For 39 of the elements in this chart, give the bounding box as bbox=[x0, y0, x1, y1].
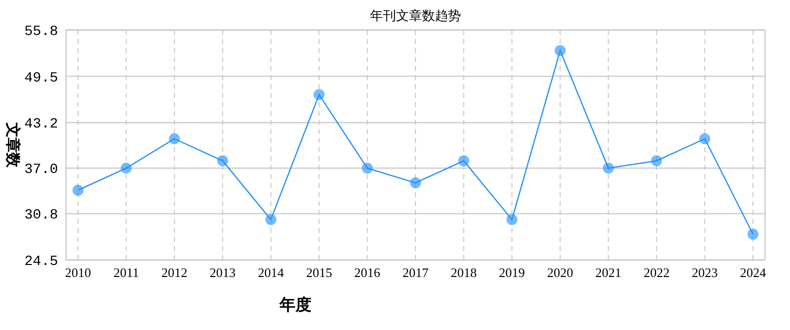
point bbox=[217, 155, 228, 166]
x-tick-label: 2020 bbox=[547, 265, 574, 280]
y-axis-title: 文章数 bbox=[4, 122, 22, 168]
x-tick-label: 2021 bbox=[595, 265, 622, 280]
y-tick-label: 37.0 bbox=[24, 162, 58, 178]
x-tick-label: 2014 bbox=[258, 265, 284, 280]
x-axis-title: 年度 bbox=[278, 295, 312, 314]
point bbox=[748, 228, 758, 240]
point bbox=[120, 162, 132, 174]
point bbox=[506, 214, 518, 226]
y-tick-label: 55.8 bbox=[24, 24, 58, 40]
point bbox=[602, 162, 614, 174]
x-tick-label: 2012 bbox=[161, 265, 188, 280]
x-tick-label: 2018 bbox=[450, 265, 477, 280]
x-tick-label: 2013 bbox=[210, 265, 236, 280]
x-tick-label: 2010 bbox=[65, 265, 91, 280]
point bbox=[554, 45, 566, 56]
x-tick-label: 2023 bbox=[692, 265, 718, 280]
x-tick-label: 2011 bbox=[113, 265, 139, 280]
point bbox=[362, 162, 373, 174]
y-tick-label: 24.5 bbox=[24, 254, 58, 270]
point bbox=[458, 155, 470, 166]
x-tick-label: 2022 bbox=[644, 265, 670, 280]
y-tick-label: 30.8 bbox=[24, 208, 58, 224]
y-tick-label: 43.2 bbox=[24, 116, 58, 133]
chart-title: 年刊文章数趋势 bbox=[370, 8, 461, 23]
y-tick-label: 49.5 bbox=[24, 70, 58, 86]
x-tick-label: 2024 bbox=[740, 265, 766, 280]
point bbox=[410, 177, 421, 188]
point bbox=[314, 89, 325, 100]
x-tick-label: 2016 bbox=[354, 265, 381, 280]
x-tick-label: 2015 bbox=[306, 265, 332, 280]
point bbox=[168, 133, 180, 144]
point bbox=[265, 214, 276, 226]
x-tick-label: 2017 bbox=[402, 265, 429, 280]
point bbox=[72, 184, 84, 196]
point bbox=[651, 155, 662, 166]
point bbox=[699, 133, 710, 144]
x-tick-label: 2019 bbox=[498, 265, 525, 280]
